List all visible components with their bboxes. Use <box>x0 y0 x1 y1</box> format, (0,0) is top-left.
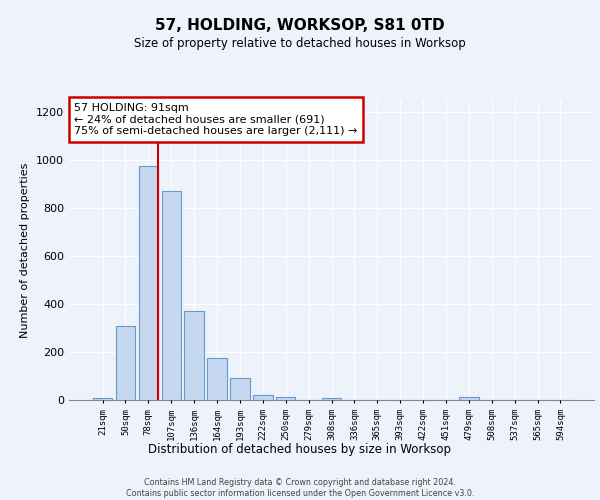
Text: 57, HOLDING, WORKSOP, S81 0TD: 57, HOLDING, WORKSOP, S81 0TD <box>155 18 445 32</box>
Y-axis label: Number of detached properties: Number of detached properties <box>20 162 31 338</box>
Text: Distribution of detached houses by size in Worksop: Distribution of detached houses by size … <box>149 442 452 456</box>
Bar <box>459 397 479 400</box>
Bar <box>139 166 158 400</box>
Bar <box>208 358 227 400</box>
Bar <box>93 398 112 400</box>
Bar <box>184 311 204 400</box>
Bar <box>276 397 295 400</box>
Text: 57 HOLDING: 91sqm
← 24% of detached houses are smaller (691)
75% of semi-detache: 57 HOLDING: 91sqm ← 24% of detached hous… <box>74 103 358 136</box>
Bar <box>322 398 341 400</box>
Text: Size of property relative to detached houses in Worksop: Size of property relative to detached ho… <box>134 38 466 51</box>
Bar <box>230 378 250 400</box>
Bar <box>161 191 181 400</box>
Bar <box>253 394 272 400</box>
Bar <box>116 326 135 400</box>
Text: Contains HM Land Registry data © Crown copyright and database right 2024.
Contai: Contains HM Land Registry data © Crown c… <box>126 478 474 498</box>
